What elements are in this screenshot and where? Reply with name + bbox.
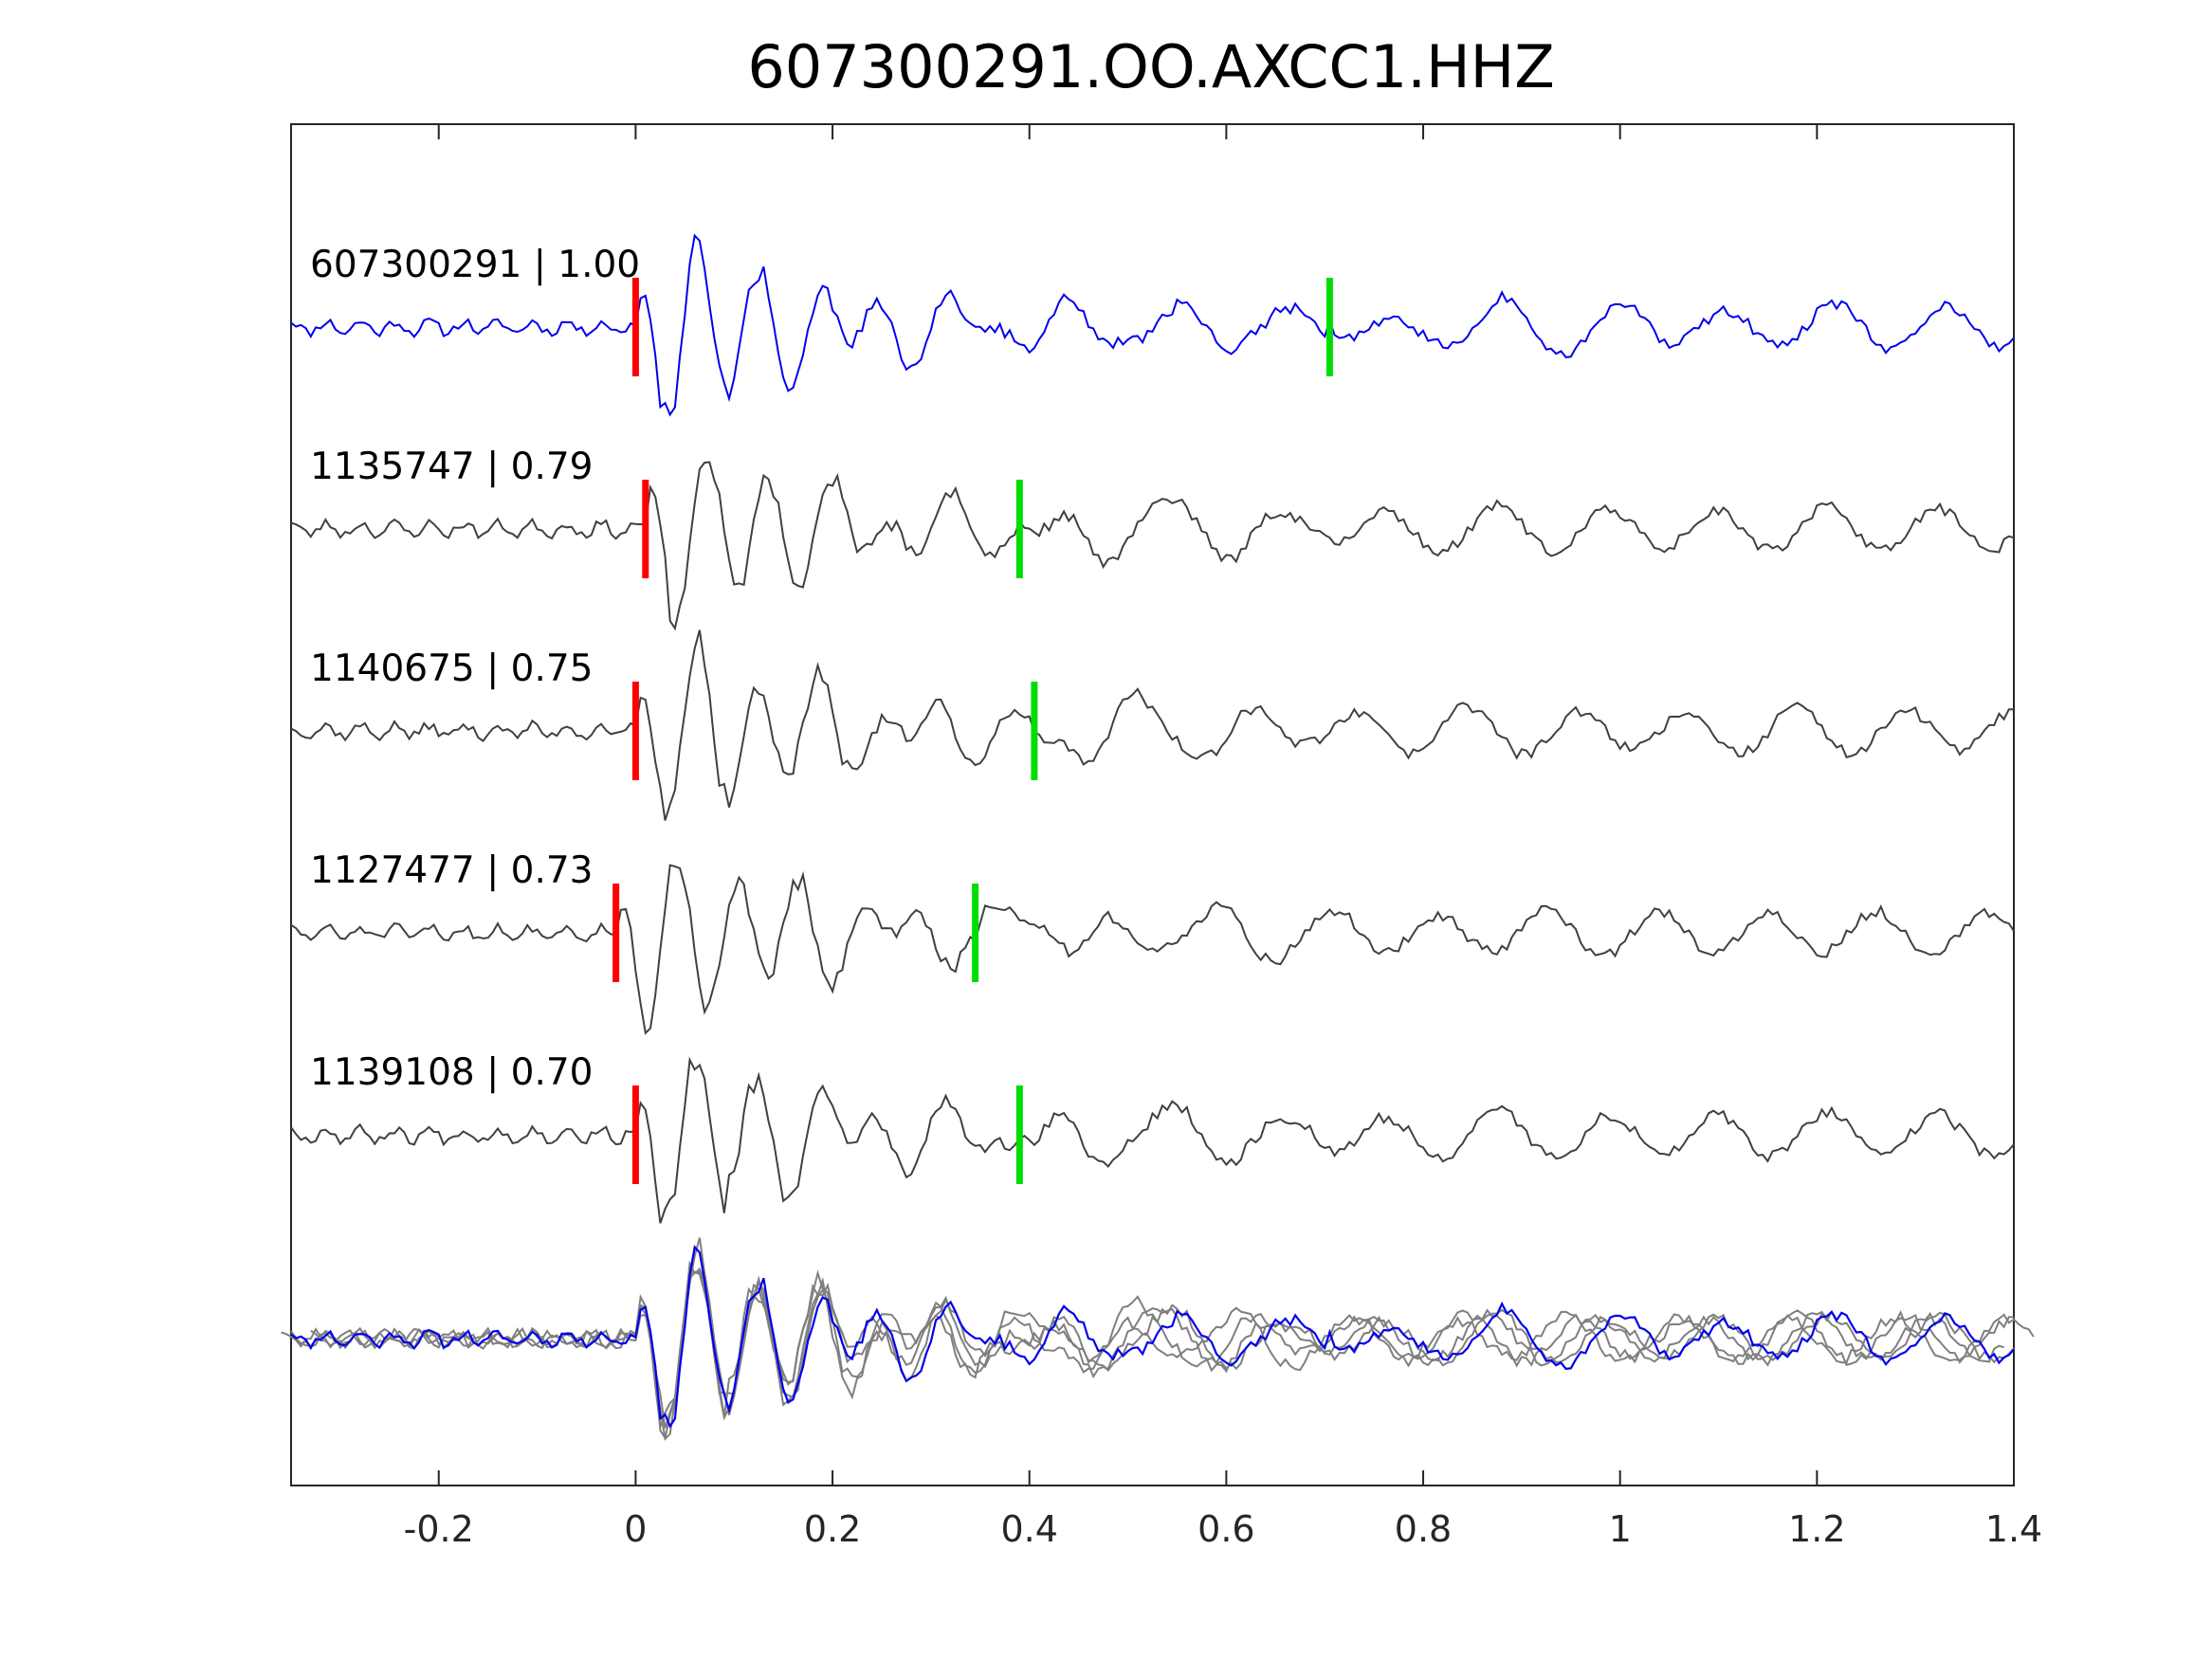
s-pick-607300291 (1325, 278, 1333, 376)
p-pick-1139108 (631, 1085, 639, 1184)
overlay-trace-1140675 (290, 1237, 2014, 1429)
waveform-1135747 (290, 461, 2015, 631)
p-pick-1127477 (612, 884, 620, 982)
overlay-trace-template (290, 1245, 2015, 1429)
p-pick-607300291 (631, 278, 639, 376)
chart-title: 607300291.OO.AXCC1.HHZ (747, 32, 1554, 101)
trace-label-1127477: 1127477 | 0.73 (310, 849, 593, 892)
waveform-1140675 (290, 629, 2014, 821)
overlay-stack (281, 1237, 2035, 1441)
s-pick-1139108 (1015, 1085, 1023, 1184)
x-tick-label: 0 (624, 1508, 647, 1550)
x-tick-label: 1.2 (1788, 1508, 1845, 1550)
x-tick-label: 0.2 (804, 1508, 861, 1550)
x-tick-label: 1 (1609, 1508, 1632, 1550)
trace-labels: 607300291 | 1.00 1135747 | 0.79 1140675 | … (310, 244, 640, 1094)
p-pick-1135747 (642, 480, 649, 578)
p-pick-1140675 (631, 682, 639, 780)
x-tick-label: 0.4 (1000, 1508, 1057, 1550)
axes-box (290, 123, 2015, 1486)
traces-layer (290, 233, 2015, 1224)
x-axis-ticks: -0.2 0 0.2 0.4 0.6 0.8 1 1.2 1.4 (404, 124, 2042, 1550)
x-tick-label: -0.2 (404, 1508, 474, 1550)
trace-label-607300291: 607300291 | 1.00 (310, 244, 640, 286)
waveform-1139108 (290, 1056, 2015, 1224)
s-pick-1135747 (1015, 480, 1023, 578)
waveform-607300291 (290, 233, 2015, 417)
x-tick-label: 0.8 (1395, 1508, 1452, 1550)
s-pick-1140675 (1031, 682, 1038, 780)
overlay-trace-1127477 (310, 1269, 2035, 1441)
s-pick-1127477 (972, 884, 979, 982)
trace-label-1139108: 1139108 | 0.70 (310, 1051, 593, 1094)
phase-picks (612, 278, 1333, 1184)
plot-area: 607300291 | 1.00 1135747 | 0.79 1140675 | … (281, 123, 2042, 1550)
trace-label-1140675: 1140675 | 0.75 (310, 647, 593, 690)
trace-label-1135747: 1135747 | 0.79 (310, 446, 593, 488)
x-tick-label: 0.6 (1197, 1508, 1254, 1550)
waveform-1127477 (290, 864, 2015, 1035)
x-tick-label: 1.4 (1985, 1508, 2042, 1550)
